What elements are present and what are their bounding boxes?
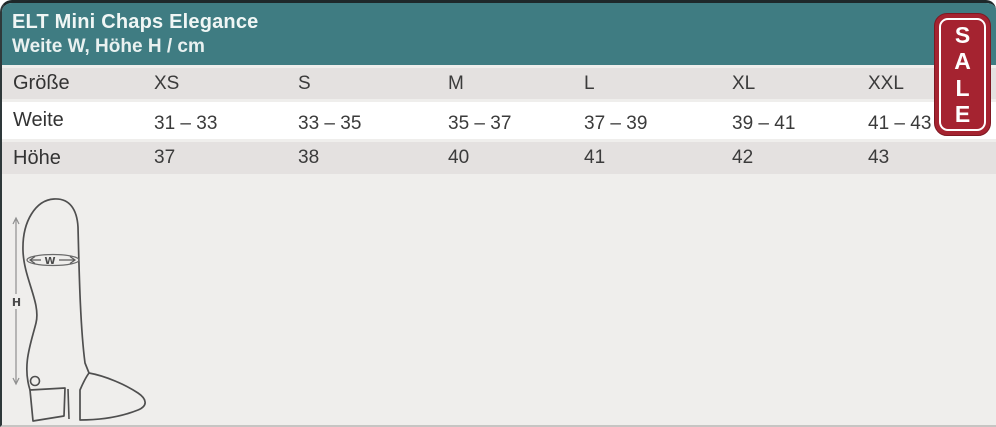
hoehe-cell: 38 xyxy=(298,147,320,168)
hoehe-cell: 42 xyxy=(732,147,754,168)
weite-cell: 31 – 33 xyxy=(154,112,218,134)
sale-letter: L xyxy=(955,74,970,101)
hoehe-cell: 43 xyxy=(868,147,890,168)
height-label: H xyxy=(12,296,21,309)
size-cell: XL xyxy=(732,72,756,94)
row-label-groesse: Größe xyxy=(13,72,70,94)
table-row-weite: Weite 31 – 33 33 – 35 35 – 37 37 – 39 39… xyxy=(2,102,996,139)
hoehe-cell: 37 xyxy=(154,147,176,168)
product-title: ELT Mini Chaps Elegance xyxy=(12,11,259,33)
table-row-sizes: Größe XS S M L XL XXL xyxy=(2,68,996,99)
row-label-hoehe: Höhe xyxy=(13,146,61,169)
weite-cell: 39 – 41 xyxy=(732,112,796,134)
units-subtitle: Weite W, Höhe H / cm xyxy=(12,36,205,57)
sale-letter: A xyxy=(954,48,971,74)
hoehe-cell: 40 xyxy=(448,147,470,168)
sale-badge: S A L E xyxy=(934,13,991,136)
sale-letter: S xyxy=(954,21,971,48)
width-label: W xyxy=(44,256,55,267)
size-cell: XS xyxy=(154,72,180,94)
weite-cell: 41 – 43 xyxy=(868,112,932,134)
weite-cell: 33 – 35 xyxy=(298,112,362,134)
sale-badge-frame: S A L E xyxy=(939,18,986,131)
weite-cell: 35 – 37 xyxy=(448,112,512,134)
size-cell: M xyxy=(448,72,464,94)
size-cell: L xyxy=(584,72,595,94)
header: ELT Mini Chaps Elegance Weite W, Höhe H … xyxy=(2,3,996,65)
row-label-weite: Weite xyxy=(13,109,64,131)
weite-cell: 37 – 39 xyxy=(584,112,648,134)
table-row-hoehe: Höhe 37 38 40 41 42 43 xyxy=(2,142,996,174)
size-cell: XXL xyxy=(868,72,904,94)
sale-letter: E xyxy=(954,101,971,127)
size-cell: S xyxy=(298,72,311,94)
size-table: Größe XS S M L XL XXL Weite 31 – 33 33 –… xyxy=(2,68,996,174)
chaps-measurement-diagram: H W xyxy=(10,193,160,425)
chaps-drawing-icon: H W xyxy=(10,198,146,422)
hoehe-cell: 41 xyxy=(584,147,606,168)
